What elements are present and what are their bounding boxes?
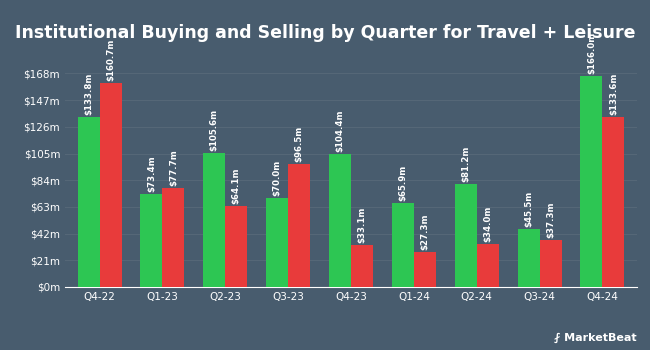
Text: $34.0m: $34.0m — [483, 205, 492, 242]
Bar — [540, 240, 562, 287]
Text: $133.6m: $133.6m — [609, 73, 618, 115]
Text: $81.2m: $81.2m — [462, 146, 470, 182]
Text: $73.4m: $73.4m — [147, 155, 156, 192]
Bar — [455, 184, 476, 287]
Bar — [329, 154, 351, 287]
Bar — [203, 153, 226, 287]
Bar — [351, 245, 373, 287]
Bar — [140, 194, 162, 287]
Text: $104.4m: $104.4m — [335, 110, 345, 152]
Text: $70.0m: $70.0m — [272, 160, 281, 196]
Text: $77.7m: $77.7m — [169, 149, 178, 186]
Text: $133.8m: $133.8m — [84, 73, 93, 115]
Text: $33.1m: $33.1m — [358, 206, 367, 243]
Bar — [392, 203, 414, 287]
Text: ⨏ MarketBeat: ⨏ MarketBeat — [554, 333, 637, 343]
Text: $37.3m: $37.3m — [546, 201, 555, 238]
Text: $160.7m: $160.7m — [106, 38, 115, 81]
Bar — [162, 188, 185, 287]
Text: Institutional Buying and Selling by Quarter for Travel + Leisure: Institutional Buying and Selling by Quar… — [15, 25, 635, 42]
Text: $27.3m: $27.3m — [421, 214, 430, 250]
Text: $105.6m: $105.6m — [210, 109, 219, 151]
Bar — [266, 198, 288, 287]
Text: $65.9m: $65.9m — [398, 165, 408, 201]
Bar — [603, 117, 625, 287]
Text: $166.0m: $166.0m — [587, 32, 596, 74]
Text: $64.1m: $64.1m — [232, 167, 240, 204]
Text: $45.5m: $45.5m — [524, 191, 533, 227]
Bar — [580, 76, 603, 287]
Text: $96.5m: $96.5m — [294, 126, 304, 162]
Bar — [77, 117, 99, 287]
Bar — [226, 205, 247, 287]
Bar — [288, 164, 310, 287]
Bar — [99, 83, 122, 287]
Bar — [476, 244, 499, 287]
Bar — [414, 252, 436, 287]
Bar — [517, 229, 539, 287]
